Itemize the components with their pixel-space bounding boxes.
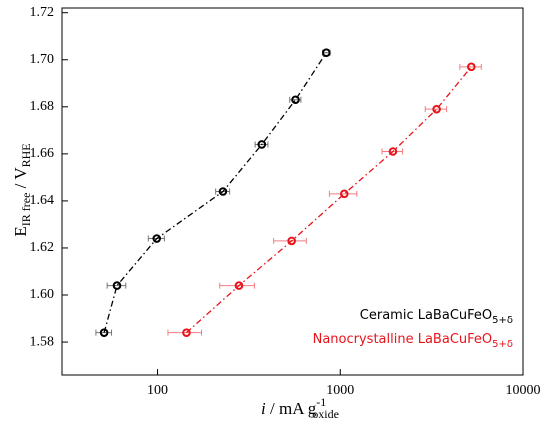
y-tick-label: 1.64 [30, 193, 55, 208]
fit-line [186, 66, 472, 334]
y-tick-label: 1.70 [30, 52, 55, 67]
error-bar [167, 329, 202, 336]
error-bar [95, 329, 113, 336]
y-tick-label: 1.72 [30, 5, 55, 20]
point [291, 95, 300, 105]
point [466, 62, 476, 72]
y-tick-label: 1.58 [30, 334, 55, 349]
point [432, 104, 441, 114]
x-label-part: / mA g [266, 399, 317, 418]
error-bar [273, 237, 307, 244]
error-bar [328, 190, 358, 197]
x-label-part: oxide [312, 407, 339, 421]
legend-name: Ceramic LaBaCuFeO [360, 308, 492, 323]
y-label-part: RHE [19, 143, 33, 167]
legend-entry: Nanocrystalline LaBaCuFeO5+δ [313, 332, 513, 351]
point [287, 236, 296, 246]
y-tick-label: 1.62 [30, 240, 55, 255]
legend-name: Nanocrystalline LaBaCuFeO [313, 332, 493, 347]
point [257, 140, 267, 149]
point [152, 234, 162, 243]
point [322, 48, 331, 57]
y-tick-label: 1.60 [30, 287, 55, 302]
point [339, 189, 349, 199]
error-bar [424, 106, 448, 113]
point [234, 281, 244, 290]
x-label-part: i [261, 399, 266, 418]
point [112, 281, 122, 290]
error-bar [381, 148, 404, 155]
legend-subscript: 5+δ [492, 315, 513, 326]
x-tick-label: 10000 [506, 383, 541, 398]
x-tick-label: 100 [147, 383, 168, 398]
error-bar [215, 188, 231, 195]
plot-frame [61, 7, 524, 376]
y-label-part: E [11, 226, 30, 236]
legend-subscript: 5+δ [492, 339, 513, 350]
error-bar [219, 282, 255, 289]
y-label-part: / V [11, 167, 30, 193]
x-axis-label: i / mA g-1 oxide [261, 395, 339, 421]
point [182, 328, 191, 337]
error-bar [147, 235, 165, 242]
error-bar [106, 282, 127, 289]
legend-entry: Ceramic LaBaCuFeO5+δ [360, 308, 513, 327]
y-tick-label: 1.68 [30, 99, 55, 114]
y-label-part: IR free [19, 193, 33, 227]
y-tick-label: 1.66 [30, 146, 55, 161]
point [388, 147, 398, 156]
point [99, 328, 109, 337]
error-bar [459, 63, 482, 70]
x-tick-label: 1000 [326, 383, 354, 398]
point [218, 187, 228, 196]
y-axis-label: EIR free / VRHE [11, 143, 33, 236]
x-label-part: -1 [316, 395, 326, 409]
